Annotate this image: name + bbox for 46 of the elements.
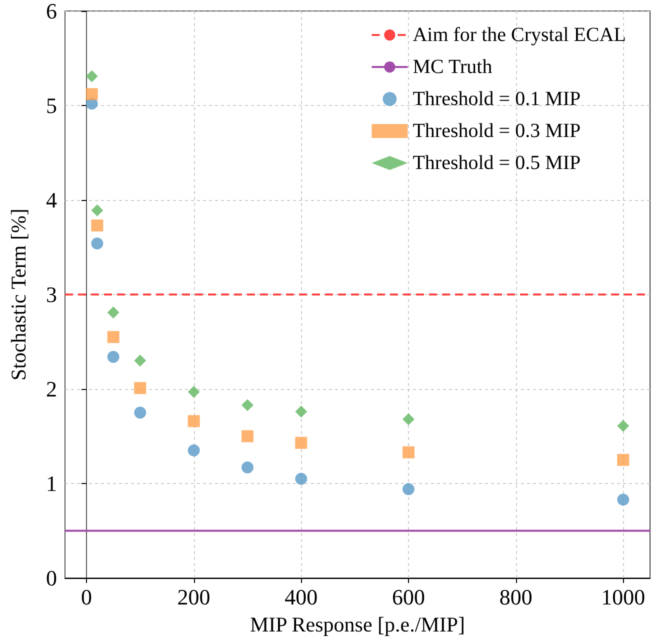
point [134,382,146,394]
y-tick-label: 0 [46,566,57,590]
point [107,331,120,344]
point [188,415,200,428]
point [91,237,104,250]
y-tick-label: 6 [46,0,57,24]
point [86,70,98,82]
legend-label: Threshold = 0.5 MIP [412,152,581,174]
point [617,454,630,466]
point [295,406,308,418]
legend-label: Threshold = 0.1 MIP [412,88,581,110]
point [188,386,200,398]
point [402,413,414,426]
point [241,430,254,442]
y-tick-label: 4 [46,188,57,212]
x-tick-label: 400 [284,584,318,610]
legend-label: MC Truth [412,56,492,78]
x-tick-label: 600 [392,584,425,610]
point [91,220,104,232]
point [107,306,120,318]
point [295,472,308,485]
y-tick-label: 5 [46,93,57,118]
point [134,354,146,367]
point [241,461,254,474]
point [617,494,630,506]
point [402,446,414,458]
x-tick-label: 0 [80,584,92,610]
point [241,399,254,412]
point [295,436,308,449]
point [402,483,414,496]
point [107,350,120,363]
y-tick-label: 3 [46,282,57,307]
y-tick-label: 2 [46,376,57,402]
point [188,444,200,456]
point [91,204,104,216]
point [134,406,146,419]
y-axis-title: Stochastic Term [%] [6,208,30,380]
x-axis-title: MIP Response [p.e./MIP] [250,612,466,636]
x-tick-label: 800 [499,584,532,610]
y-tick-label: 1 [46,471,57,496]
x-tick-label: 1000 [601,584,646,610]
legend-label: Aim for the Crystal ECAL [412,24,626,46]
point [617,420,630,432]
point [86,88,98,100]
x-tick-label: 200 [177,584,210,610]
legend-label: Threshold = 0.3 MIP [412,120,581,142]
